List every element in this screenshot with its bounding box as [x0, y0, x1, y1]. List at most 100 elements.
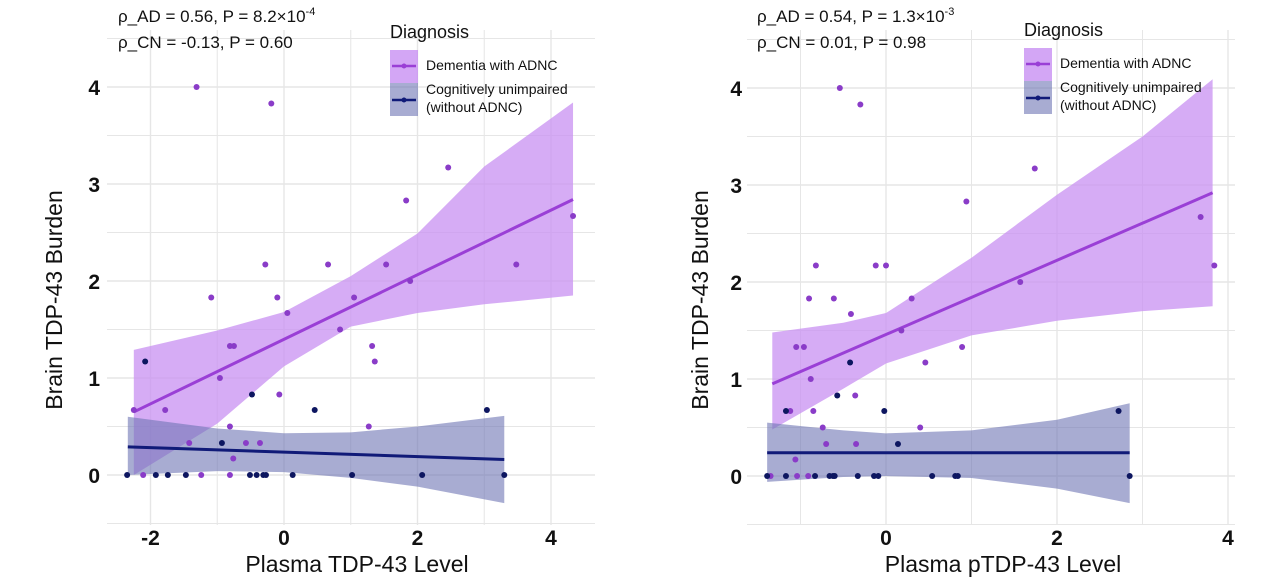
data-point-ad	[371, 358, 378, 365]
legend-label-ad: Dementia with ADNC	[426, 57, 558, 73]
data-point-ad	[847, 311, 854, 318]
data-point-ad	[800, 343, 807, 350]
data-point-ad	[403, 197, 410, 204]
data-point-ad	[1031, 165, 1038, 172]
data-point-ad	[230, 342, 237, 349]
legend-title: Diagnosis	[390, 22, 469, 42]
x-tick-label: -2	[141, 527, 160, 550]
fit-lines-left	[127, 198, 574, 461]
data-point-cn	[954, 473, 961, 479]
data-point-ad	[792, 456, 799, 463]
data-point-ad	[807, 376, 814, 382]
data-point-ad	[794, 473, 801, 479]
data-point-cn	[812, 473, 819, 479]
points-right	[764, 85, 1218, 479]
fit-lines-right	[767, 191, 1214, 455]
data-point-cn	[875, 473, 882, 479]
data-point-cn	[847, 359, 854, 366]
y-tick-label: 1	[88, 368, 100, 391]
data-point-ad	[198, 472, 205, 478]
data-point-ad	[268, 100, 275, 107]
data-point-ad	[908, 295, 915, 302]
data-point-ad	[805, 473, 812, 479]
ci-bands-right	[767, 79, 1213, 504]
data-point-ad	[917, 424, 924, 431]
data-point-ad	[922, 359, 929, 366]
data-point-cn	[483, 407, 490, 414]
x-tick-label: 4	[545, 527, 557, 550]
panel-left: -2 0 2 4 0 1 2 3 4 Plasma TDP-43 Level Brain TD…	[41, 6, 595, 577]
data-point-cn	[782, 473, 789, 479]
data-point-ad	[274, 294, 281, 301]
y-ticks-right: 0 1 2 3 4	[730, 78, 742, 489]
data-point-ad	[284, 310, 291, 317]
y-tick-label: 4	[88, 77, 100, 100]
data-point-ad	[365, 423, 372, 430]
data-point-cn	[834, 392, 841, 399]
data-point-ad	[959, 343, 966, 350]
data-point-ad	[325, 261, 332, 268]
x-tick-label: 0	[278, 527, 290, 550]
legend-right: Diagnosis Dementia with ADNC Cognitively u…	[1024, 20, 1202, 114]
data-point-cn	[929, 473, 936, 479]
legend-label-ad: Dementia with ADNC	[1060, 55, 1192, 71]
x-tick-label: 2	[1051, 527, 1063, 550]
legend-point-cn	[1035, 95, 1041, 101]
data-point-cn	[1126, 473, 1133, 479]
data-point-cn	[248, 391, 255, 398]
data-point-cn	[764, 473, 771, 479]
data-point-cn	[871, 473, 878, 479]
legend-label-cn-2: (without ADNC)	[1060, 97, 1156, 113]
data-point-ad	[513, 261, 520, 268]
x-tick-label: 4	[1222, 527, 1234, 550]
data-point-ad	[445, 164, 452, 171]
y-tick-label: 4	[730, 78, 742, 101]
data-point-ad	[276, 391, 283, 398]
y-axis-title-left: Brain TDP-43 Burden	[41, 190, 67, 409]
data-point-cn	[289, 472, 296, 478]
y-tick-label: 1	[730, 369, 742, 392]
panel-right: 0 2 4 0 1 2 3 4 Plasma pTDP-43 Level Brain TDP…	[687, 6, 1235, 577]
data-point-cn	[831, 473, 838, 479]
data-point-ad	[793, 343, 800, 350]
y-tick-label: 2	[730, 272, 742, 295]
data-point-ad	[1197, 214, 1204, 221]
y-tick-label: 0	[88, 465, 100, 488]
x-ticks-left: -2 0 2 4	[141, 527, 557, 550]
data-point-cn	[152, 472, 159, 478]
data-point-cn	[894, 440, 901, 447]
data-point-ad	[787, 408, 794, 415]
data-point-ad	[256, 439, 263, 446]
data-point-ad	[806, 295, 813, 302]
ci-band-ad	[772, 79, 1213, 430]
data-point-ad	[383, 261, 390, 268]
data-point-cn	[246, 472, 253, 478]
legend-left: Diagnosis Dementia with ADNC Cognitively u…	[390, 22, 568, 116]
data-point-cn	[124, 472, 131, 478]
ci-band-ad	[133, 102, 574, 476]
data-point-ad	[262, 261, 269, 268]
data-point-cn	[164, 472, 171, 478]
x-tick-label: 2	[412, 527, 424, 550]
y-tick-label: 2	[88, 271, 100, 294]
data-point-cn	[311, 407, 318, 414]
fit-line-ad	[771, 191, 1214, 386]
y-tick-label: 0	[730, 466, 742, 489]
data-point-ad	[226, 472, 233, 478]
data-point-ad	[337, 326, 344, 333]
data-point-ad	[230, 455, 237, 462]
data-point-cn	[1115, 408, 1122, 415]
x-ticks-right: 0 2 4	[880, 527, 1234, 550]
legend-label-cn-1: Cognitively unimpaired	[1060, 79, 1202, 95]
fit-line-ad	[133, 198, 574, 414]
data-point-ad	[852, 392, 859, 399]
data-point-cn	[881, 408, 888, 415]
data-point-ad	[351, 294, 358, 301]
y-ticks-left: 0 1 2 3 4	[88, 77, 100, 488]
data-point-ad	[130, 407, 137, 414]
data-point-ad	[823, 440, 830, 447]
data-point-ad	[898, 327, 905, 334]
y-tick-label: 3	[730, 175, 742, 198]
